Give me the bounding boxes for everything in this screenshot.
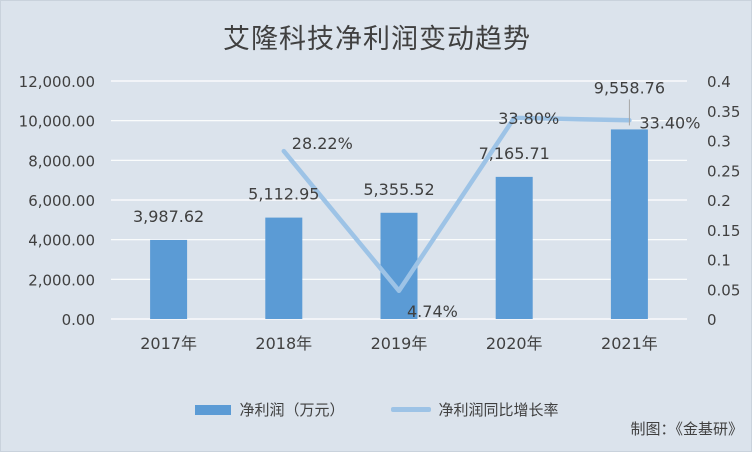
y-left-tick-label: 6,000.00 bbox=[28, 192, 95, 210]
y-right-tick-label: 0.25 bbox=[707, 162, 740, 180]
line-data-label: 28.22% bbox=[292, 134, 353, 153]
bar bbox=[610, 129, 648, 319]
chart-legend: 净利润（万元） 净利润同比增长率 bbox=[1, 399, 752, 420]
legend-item-net-profit: 净利润（万元） bbox=[195, 399, 345, 420]
line-data-label: 4.74% bbox=[407, 302, 458, 321]
bar bbox=[495, 176, 533, 319]
y-left-tick-label: 2,000.00 bbox=[28, 271, 95, 289]
legend-label-net-profit: 净利润（万元） bbox=[239, 401, 345, 419]
y-left-tick-label: 12,000.00 bbox=[19, 73, 95, 91]
source-note: 制图：《金基研》 bbox=[630, 420, 743, 438]
bar bbox=[150, 239, 188, 319]
bar bbox=[380, 212, 418, 319]
bar-data-label: 3,987.62 bbox=[133, 207, 204, 226]
bar-data-label: 5,355.52 bbox=[363, 180, 434, 199]
legend-swatch-line bbox=[390, 407, 431, 412]
legend-item-growth-rate: 净利润同比增长率 bbox=[390, 399, 559, 420]
bar-data-label: 9,558.76 bbox=[594, 78, 665, 97]
bar-data-label: 7,165.71 bbox=[479, 144, 550, 163]
y-right-tick-label: 0.1 bbox=[707, 252, 731, 270]
legend-label-growth-rate: 净利润同比增长率 bbox=[438, 401, 559, 419]
y-right-tick-label: 0.2 bbox=[707, 192, 731, 210]
bar-data-label: 5,112.95 bbox=[248, 185, 319, 204]
bar bbox=[265, 217, 303, 319]
y-right-tick-label: 0.4 bbox=[707, 73, 731, 91]
legend-swatch-bar bbox=[195, 404, 232, 415]
y-right-tick-label: 0.05 bbox=[707, 281, 740, 299]
y-left-tick-label: 10,000.00 bbox=[19, 113, 95, 131]
y-right-tick-label: 0.15 bbox=[707, 222, 740, 240]
x-tick-label: 2017年 bbox=[140, 334, 197, 353]
y-right-tick-label: 0.3 bbox=[707, 133, 731, 151]
x-tick-label: 2019年 bbox=[371, 334, 428, 353]
y-right-tick-label: 0.35 bbox=[707, 103, 740, 121]
y-right-tick-label: 0 bbox=[707, 311, 717, 329]
y-left-tick-label: 4,000.00 bbox=[28, 232, 95, 250]
x-tick-label: 2020年 bbox=[486, 334, 543, 353]
y-left-tick-label: 0.00 bbox=[62, 311, 95, 329]
growth-rate-line bbox=[281, 115, 632, 294]
y-left-tick-label: 8,000.00 bbox=[28, 152, 95, 170]
line-data-label: 33.40% bbox=[639, 113, 700, 132]
x-tick-label: 2018年 bbox=[255, 334, 312, 353]
chart-title: 艾隆科技净利润变动趋势 bbox=[223, 24, 531, 55]
x-tick-label: 2021年 bbox=[601, 334, 658, 353]
chart-plot: 0.00 2,000.00 4,000.00 6,000.00 8,000.00 10,0… bbox=[19, 73, 741, 353]
line-data-label: 33.80% bbox=[498, 109, 559, 128]
